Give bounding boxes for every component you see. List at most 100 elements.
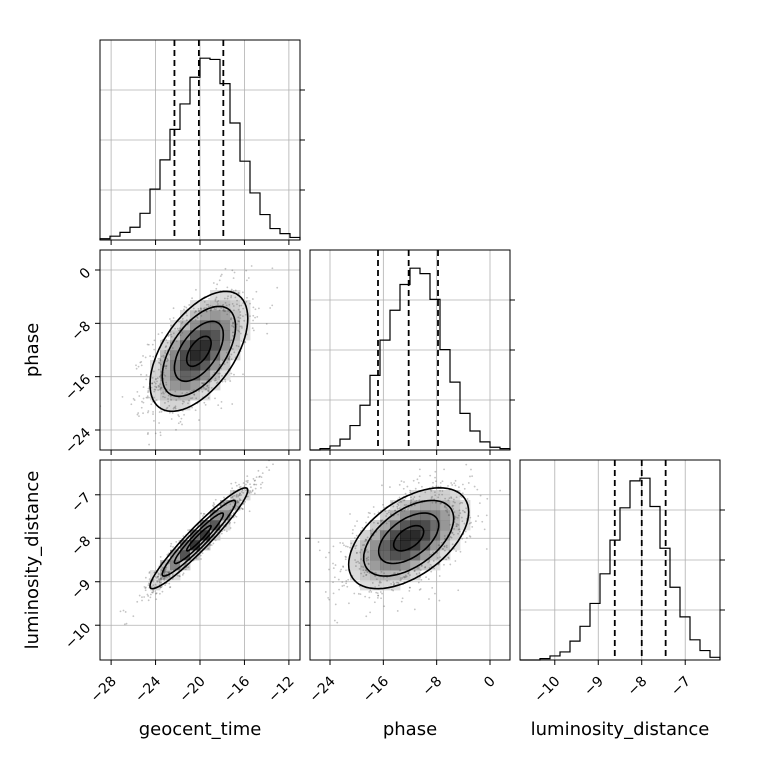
sample-point bbox=[141, 400, 143, 403]
sample-point bbox=[223, 496, 225, 499]
sample-point bbox=[382, 576, 385, 579]
sample-point bbox=[167, 572, 170, 574]
sample-point bbox=[170, 324, 173, 327]
density-cell bbox=[190, 330, 201, 341]
sample-point bbox=[385, 515, 388, 517]
sample-point bbox=[154, 575, 157, 578]
density-cell bbox=[450, 510, 461, 521]
sample-point bbox=[443, 545, 446, 548]
sample-point bbox=[155, 592, 157, 595]
y-tick-label-luminosity_distance: −7 bbox=[68, 490, 94, 516]
sample-point bbox=[222, 309, 225, 312]
sample-point bbox=[355, 552, 358, 554]
sample-point bbox=[455, 550, 457, 553]
contour-0.5sigma bbox=[185, 524, 212, 552]
sample-point bbox=[235, 515, 238, 518]
y-axis-label-1: phase bbox=[22, 323, 43, 377]
density-cell bbox=[170, 400, 181, 411]
sample-point bbox=[226, 361, 229, 364]
sample-point bbox=[413, 570, 416, 572]
sample-point bbox=[168, 570, 171, 573]
sample-point bbox=[183, 413, 185, 416]
sample-point bbox=[261, 481, 264, 484]
sample-point bbox=[365, 615, 368, 618]
sample-point bbox=[216, 507, 219, 509]
sample-point bbox=[229, 503, 232, 506]
sample-point bbox=[431, 495, 433, 498]
x-axis-label-1: phase bbox=[383, 719, 437, 740]
density-cell bbox=[240, 490, 251, 501]
sample-point bbox=[252, 306, 255, 309]
sample-point bbox=[457, 514, 460, 517]
sample-point bbox=[231, 348, 234, 350]
sample-point bbox=[191, 397, 194, 399]
sample-point bbox=[165, 576, 168, 579]
sample-point bbox=[242, 503, 245, 505]
sample-point bbox=[219, 364, 221, 366]
sample-point bbox=[266, 332, 269, 335]
sample-point bbox=[190, 389, 193, 392]
sample-point bbox=[398, 507, 401, 510]
sample-point bbox=[401, 510, 403, 512]
density-cell bbox=[220, 310, 231, 321]
sample-point bbox=[421, 485, 423, 488]
density-cell bbox=[390, 540, 401, 551]
sample-point bbox=[341, 585, 344, 587]
sample-point bbox=[246, 296, 248, 299]
sample-point bbox=[420, 564, 423, 566]
sample-point bbox=[341, 542, 344, 545]
contour-2sigma bbox=[347, 486, 470, 590]
sample-point bbox=[149, 596, 152, 599]
sample-point bbox=[207, 547, 210, 550]
sample-point bbox=[184, 568, 187, 571]
density-cell bbox=[440, 550, 451, 561]
sample-point bbox=[457, 528, 460, 531]
sample-point bbox=[159, 363, 162, 366]
sample-point bbox=[460, 496, 463, 499]
sample-point bbox=[211, 511, 214, 513]
sample-point bbox=[252, 298, 254, 300]
sample-point bbox=[165, 338, 168, 341]
density-cell bbox=[210, 330, 221, 341]
sample-point bbox=[376, 592, 379, 595]
sample-point bbox=[153, 381, 156, 384]
sample-point bbox=[156, 580, 159, 582]
sample-point bbox=[214, 397, 216, 400]
x-tick-label-geocent_time: −28 bbox=[88, 673, 120, 705]
density-cell bbox=[210, 300, 221, 311]
sample-point bbox=[150, 386, 153, 389]
density-cell bbox=[200, 310, 211, 321]
sample-point bbox=[167, 400, 170, 403]
density-cell bbox=[430, 540, 441, 551]
density-cell bbox=[210, 320, 221, 331]
sample-point bbox=[393, 583, 396, 585]
sample-point bbox=[260, 476, 263, 478]
sample-point bbox=[145, 374, 148, 376]
sample-point bbox=[230, 353, 233, 356]
sample-point bbox=[432, 551, 434, 554]
sample-point bbox=[373, 513, 376, 515]
sample-point bbox=[159, 375, 162, 378]
x-axis-label-2: luminosity_distance bbox=[531, 719, 710, 740]
sample-point bbox=[181, 321, 184, 323]
sample-point bbox=[328, 551, 330, 554]
sample-point bbox=[471, 525, 474, 528]
sample-point bbox=[232, 322, 235, 325]
sample-point bbox=[175, 428, 177, 431]
sample-point bbox=[452, 498, 455, 501]
sample-point bbox=[163, 374, 165, 376]
sample-point bbox=[242, 315, 244, 318]
y-tick-label-phase: 0 bbox=[77, 265, 95, 283]
sample-point bbox=[140, 364, 143, 367]
density-cell bbox=[450, 530, 461, 541]
sample-point bbox=[204, 307, 206, 309]
sample-point bbox=[238, 486, 241, 489]
sample-point bbox=[144, 589, 147, 592]
sample-point bbox=[398, 483, 401, 486]
sample-point bbox=[249, 486, 252, 489]
sample-point bbox=[221, 375, 223, 377]
sample-point bbox=[202, 307, 205, 310]
contour-2sigma bbox=[149, 487, 249, 590]
sample-point bbox=[232, 305, 235, 307]
sample-point bbox=[235, 495, 238, 498]
